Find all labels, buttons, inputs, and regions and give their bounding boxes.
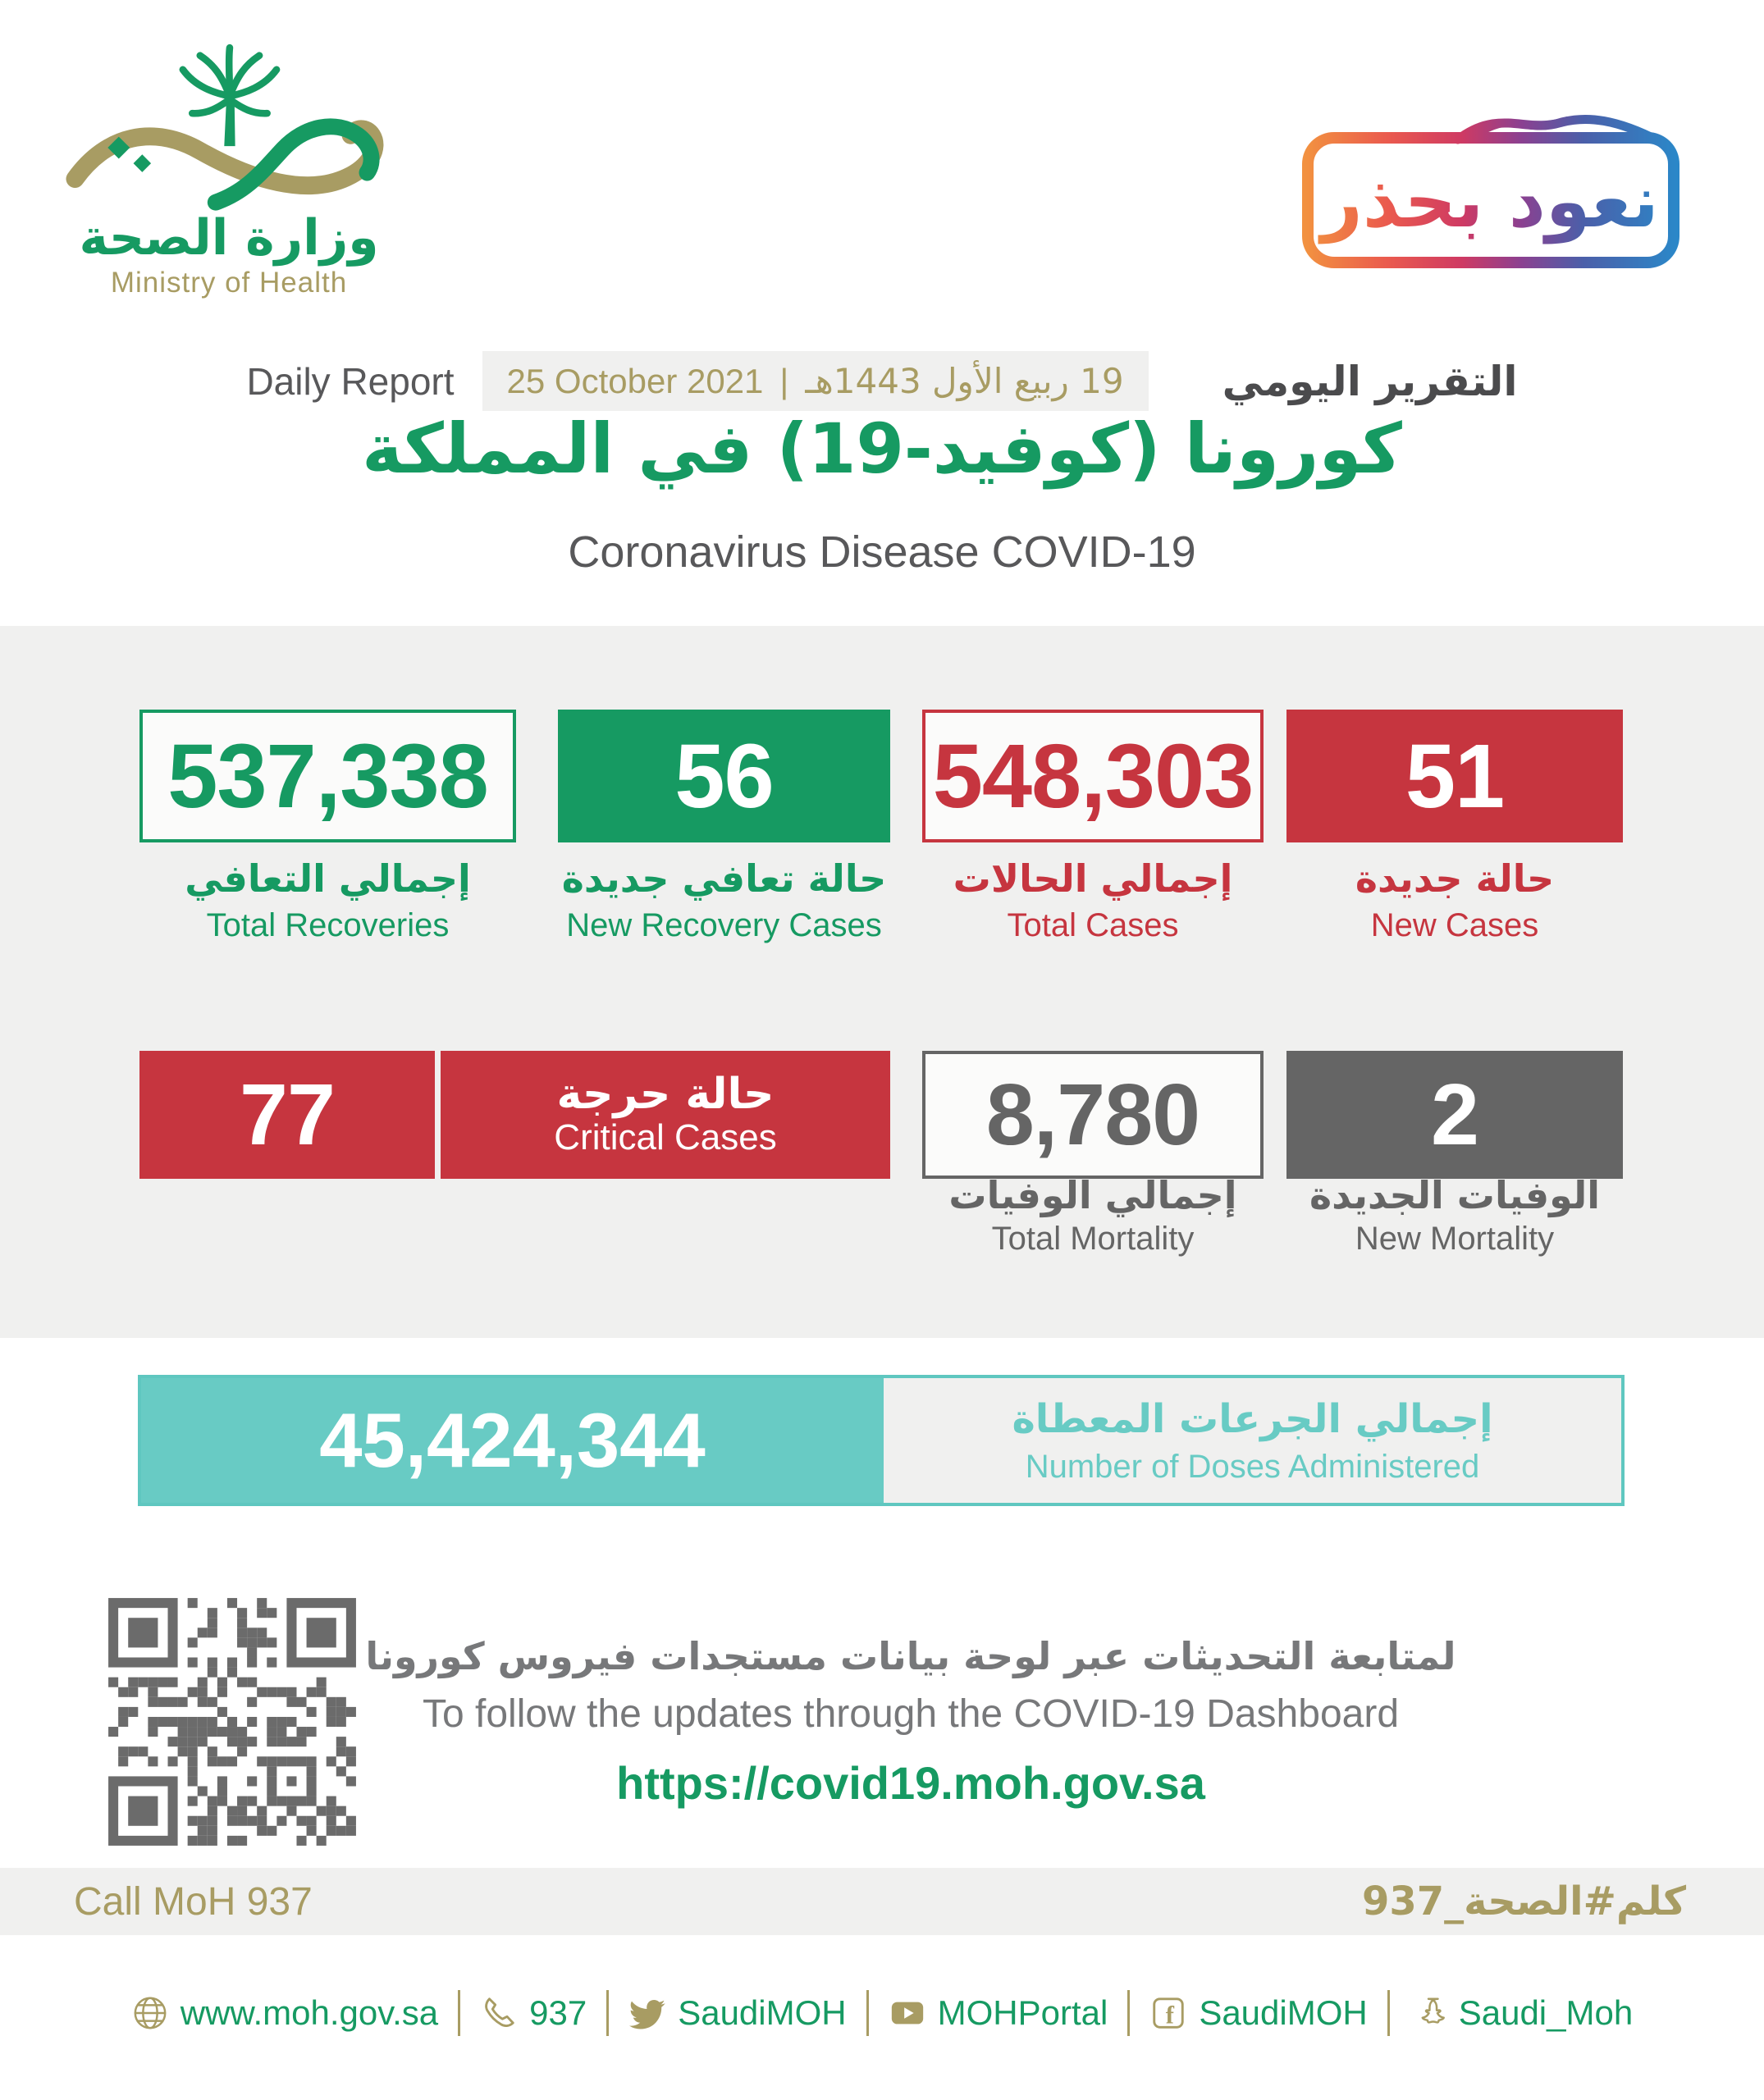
dashboard-url-link[interactable]: https://covid19.moh.gov.sa bbox=[616, 1757, 1205, 1809]
footer-item-website[interactable]: www.moh.gov.sa bbox=[131, 1993, 438, 2033]
gregorian-date: 25 October 2021 bbox=[506, 361, 764, 400]
stats-panel: 537,338 56 548,303 51 إجمالي التعافي Tot… bbox=[0, 626, 1764, 1338]
dashboard-text-ar: لمتابعة التحديثات عبر لوحة بيانات مستجدا… bbox=[365, 1634, 1456, 1678]
total-cases-label-en: Total Cases bbox=[1007, 907, 1179, 943]
critical-cases-value: 77 bbox=[240, 1066, 336, 1163]
total-mortality-label-en: Total Mortality bbox=[991, 1221, 1195, 1257]
critical-cases-label-en: Critical Cases bbox=[554, 1117, 777, 1158]
date-row: Daily Report 25 October 2021 | 19 ربيع ا… bbox=[0, 351, 1764, 411]
moh-logo-block: وزارة الصحة Ministry of Health bbox=[53, 18, 405, 299]
total-recoveries-value: 537,338 bbox=[167, 725, 489, 827]
total-cases-card: 548,303 bbox=[922, 710, 1264, 842]
footer-divider bbox=[1127, 1990, 1131, 2036]
dashboard-qr-code bbox=[108, 1598, 356, 1846]
new-cases-label-ar: حالة جديدة bbox=[1355, 856, 1555, 901]
new-mortality-value: 2 bbox=[1431, 1066, 1479, 1163]
dashboard-text-en: To follow the updates through the COVID-… bbox=[422, 1692, 1400, 1736]
return-with-caution-badge: نعود بحذر bbox=[1298, 97, 1685, 279]
new-recoveries-card: 56 bbox=[558, 710, 890, 842]
doses-label-area: إجمالي الجرعات المعطاة Number of Doses A… bbox=[884, 1378, 1621, 1503]
page-title-arabic: كورونا (كوفيد-19) في المملكة bbox=[362, 409, 1402, 489]
footer-divider bbox=[606, 1990, 610, 2036]
badge-label: نعود بحذر bbox=[1318, 159, 1659, 244]
doses-label-ar: إجمالي الجرعات المعطاة bbox=[1012, 1395, 1493, 1442]
daily-report-label-arabic: التقرير اليومي bbox=[1222, 357, 1518, 405]
new-cases-card: 51 bbox=[1286, 710, 1623, 842]
doses-value-area: 45,424,344 bbox=[141, 1378, 884, 1503]
badge-wave2-icon bbox=[1479, 116, 1570, 135]
footer-item-snapchat[interactable]: Saudi_Moh bbox=[1410, 1993, 1633, 2033]
doses-value: 45,424,344 bbox=[319, 1397, 706, 1483]
dashboard-info: لمتابعة التحديثات عبر لوحة بيانات مستجدا… bbox=[361, 1634, 1460, 1810]
new-recoveries-label-en: New Recovery Cases bbox=[566, 907, 882, 943]
critical-cases-label-ar: حالة حرجة bbox=[556, 1070, 775, 1120]
total-mortality-value: 8,780 bbox=[985, 1066, 1200, 1163]
critical-cases-value-card: 77 bbox=[139, 1051, 435, 1179]
hijri-date: 19 ربيع الأول 1443هـ bbox=[805, 361, 1124, 401]
page-title-english: Coronavirus Disease COVID-19 bbox=[568, 527, 1196, 577]
footer-divider bbox=[1387, 1990, 1390, 2036]
total-cases-label-ar: إجمالي الحالات bbox=[953, 856, 1233, 901]
footer-youtube-label: MOHPortal bbox=[937, 1993, 1108, 2032]
new-cases-value: 51 bbox=[1405, 725, 1505, 827]
moh-name-english: Ministry of Health bbox=[110, 267, 348, 299]
footer-twitter-label: SaudiMOH bbox=[678, 1993, 847, 2032]
doses-label-en: Number of Doses Administered bbox=[1025, 1448, 1480, 1485]
critical-cases-label-card: حالة حرجة Critical Cases bbox=[441, 1051, 890, 1179]
footer-item-facebook[interactable]: f SaudiMOH bbox=[1149, 1993, 1368, 2033]
doses-bar: 45,424,344 إجمالي الجرعات المعطاة Number… bbox=[138, 1375, 1625, 1506]
phone-icon bbox=[485, 1997, 514, 2027]
new-cases-label-en: New Cases bbox=[1370, 907, 1539, 943]
call-moh-english: Call MoH 937 bbox=[74, 1879, 313, 1924]
footer-phone-label: 937 bbox=[529, 1993, 587, 2032]
new-mortality-card: 2 bbox=[1286, 1051, 1623, 1179]
footer-divider bbox=[458, 1990, 461, 2036]
total-recoveries-label-ar: إجمالي التعافي bbox=[185, 856, 471, 901]
facebook-icon: f bbox=[1153, 1997, 1184, 2029]
new-recoveries-label-ar: حالة تعافي جديدة bbox=[561, 856, 887, 901]
footer-snapchat-label: Saudi_Moh bbox=[1458, 1993, 1634, 2032]
youtube-icon bbox=[891, 2002, 923, 2025]
date-separator: | bbox=[779, 361, 789, 400]
footer-item-phone[interactable]: 937 bbox=[480, 1993, 587, 2033]
total-recoveries-label-en: Total Recoveries bbox=[206, 907, 450, 943]
date-box: 25 October 2021 | 19 ربيع الأول 1443هـ bbox=[482, 351, 1149, 411]
footer-website-label: www.moh.gov.sa bbox=[180, 1993, 439, 2032]
footer-divider bbox=[866, 1990, 869, 2036]
daily-report-label: Daily Report bbox=[246, 359, 455, 403]
total-mortality-card: 8,780 bbox=[922, 1051, 1264, 1179]
badge-border bbox=[1302, 132, 1679, 268]
call-moh-arabic: كلم#الصحة_937 bbox=[1361, 1879, 1686, 1924]
new-recoveries-value: 56 bbox=[674, 725, 774, 827]
facebook-f-glyph: f bbox=[1166, 2001, 1175, 2029]
moh-name-arabic: وزارة الصحة bbox=[79, 209, 379, 267]
moh-emblem-icon bbox=[66, 43, 384, 211]
globe-icon bbox=[134, 1997, 167, 2029]
snapchat-icon bbox=[1421, 1997, 1445, 2024]
footer-facebook-label: SaudiMOH bbox=[1199, 1993, 1368, 2032]
footer-contacts: www.moh.gov.sa 937 SaudiMOH MOHPortal bbox=[0, 1975, 1764, 2051]
call-strip: Call MoH 937 كلم#الصحة_937 bbox=[0, 1868, 1764, 1935]
new-mortality-label-ar: الوفيات الجديدة bbox=[1309, 1173, 1601, 1217]
new-mortality-label-en: New Mortality bbox=[1355, 1221, 1555, 1257]
total-mortality-label-ar: إجمالي الوفيات bbox=[948, 1173, 1237, 1217]
total-recoveries-card: 537,338 bbox=[139, 710, 516, 842]
footer-item-youtube[interactable]: MOHPortal bbox=[889, 1993, 1108, 2033]
twitter-icon bbox=[629, 1999, 665, 2029]
footer-item-twitter[interactable]: SaudiMOH bbox=[628, 1993, 847, 2033]
total-cases-value: 548,303 bbox=[932, 725, 1254, 827]
